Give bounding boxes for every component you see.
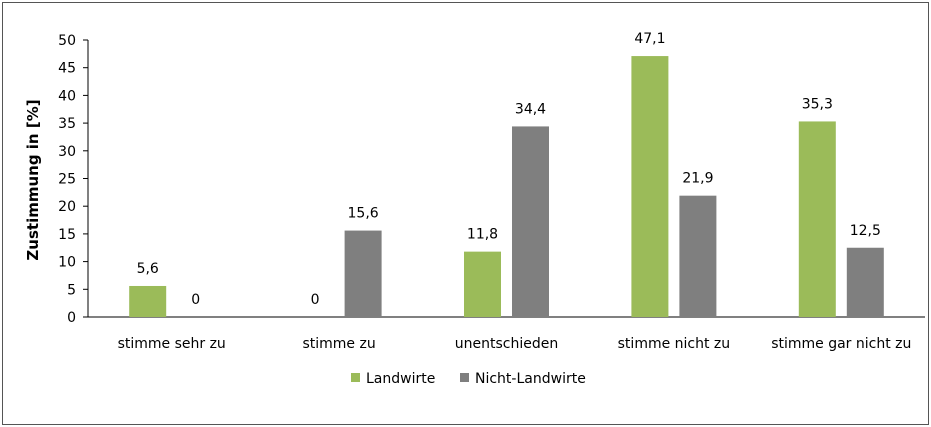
legend-entry: Nicht-Landwirte xyxy=(475,371,586,387)
y-tick-label: 40 xyxy=(58,88,76,104)
y-tick-label: 15 xyxy=(58,227,76,243)
data-label: 0 xyxy=(311,292,320,308)
data-label: 0 xyxy=(191,292,200,308)
category-label: unentschieden xyxy=(455,336,558,352)
data-label: 21,9 xyxy=(682,171,713,187)
category-labels: stimme sehr zu stimme zu unentschieden stim… xyxy=(118,336,912,352)
legend-swatch xyxy=(460,373,469,382)
bar xyxy=(344,230,382,317)
data-label: 35,3 xyxy=(802,96,833,112)
category-label: stimme nicht zu xyxy=(618,336,731,352)
y-tick-label: 0 xyxy=(67,310,76,326)
bar xyxy=(464,251,501,317)
y-tick-label: 10 xyxy=(58,255,76,271)
category-label: stimme sehr zu xyxy=(118,336,226,352)
data-label: 47,1 xyxy=(634,31,665,47)
y-axis-label: Zustimmung in [%] xyxy=(24,99,42,260)
y-tick-label: 45 xyxy=(58,61,76,77)
data-labels: 5,6 0 0 15,6 11,8 34,4 47,1 21,9 35,3 12,5 xyxy=(137,31,881,308)
category-label: stimme zu xyxy=(302,336,375,352)
bar xyxy=(679,195,717,317)
bar xyxy=(512,126,549,317)
y-axis: 0 5 10 15 20 25 30 35 40 45 50 xyxy=(58,33,89,326)
y-tick-label: 30 xyxy=(58,144,76,160)
y-tick-label: 35 xyxy=(58,116,76,132)
y-tick-label: 25 xyxy=(58,172,76,188)
legend-entry: Landwirte xyxy=(366,371,435,387)
bar xyxy=(129,285,167,317)
bar xyxy=(631,56,669,317)
legend-swatch xyxy=(351,373,360,382)
y-tick-label: 50 xyxy=(58,33,76,49)
y-tick-label: 20 xyxy=(58,199,76,215)
bar xyxy=(798,121,836,317)
legend: Landwirte Nicht-Landwirte xyxy=(351,371,586,387)
data-label: 15,6 xyxy=(348,206,379,222)
bars xyxy=(129,56,884,317)
data-label: 5,6 xyxy=(137,261,159,277)
bar xyxy=(846,247,884,317)
category-label: stimme gar nicht zu xyxy=(771,336,911,352)
data-label: 34,4 xyxy=(515,101,546,117)
data-label: 12,5 xyxy=(850,223,881,239)
y-tick-label: 5 xyxy=(67,282,76,298)
data-label: 11,8 xyxy=(467,227,498,243)
